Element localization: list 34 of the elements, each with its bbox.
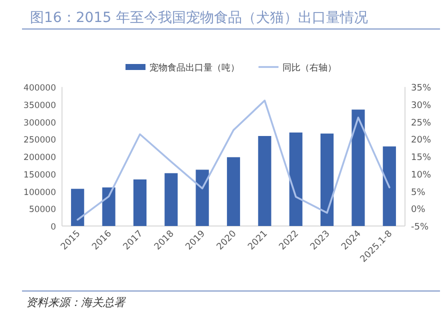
bar [133,179,146,226]
bar [102,187,116,226]
chart-title: 图16：2015 年至今我国宠物食品（犬猫）出口量情况 [30,10,368,26]
y-tick-label: 200000 [24,153,56,163]
bar [289,132,302,226]
bar [226,157,240,226]
y2-tick-label: 25% [411,118,432,128]
y-tick-label: 0 [50,222,56,232]
bar [352,110,365,226]
y-tick-label: 100000 [24,188,56,198]
bar [71,188,84,226]
text: 资料来源：海关总署 [26,296,126,309]
y2-tick-label: -5% [411,222,429,232]
bar [164,173,178,226]
bar [258,136,272,226]
y2-tick-label: 35% [411,84,432,94]
y2-tick-label: 20% [411,136,432,146]
y-tick-label: 300000 [24,118,56,128]
y2-tick-label: 0% [411,205,426,216]
legend-label: 宠物食品出口量（吨） [150,62,240,74]
bar [320,134,334,226]
y2-tick-label: 15% [411,153,432,163]
y-tick-label: 350000 [24,100,56,111]
legend-label: 同比（右轴） [282,62,336,74]
y2-tick-label: 30% [411,100,432,111]
y-tick-label: 250000 [24,136,56,146]
y2-tick-label: 10% [411,170,432,180]
y-tick-label: 50000 [28,205,56,216]
y-tick-label: 400000 [24,84,56,94]
bar [196,170,209,226]
line-series [76,100,390,221]
y2-tick-label: 5% [411,188,426,198]
y-tick-label: 150000 [24,170,56,180]
bar [382,146,396,226]
